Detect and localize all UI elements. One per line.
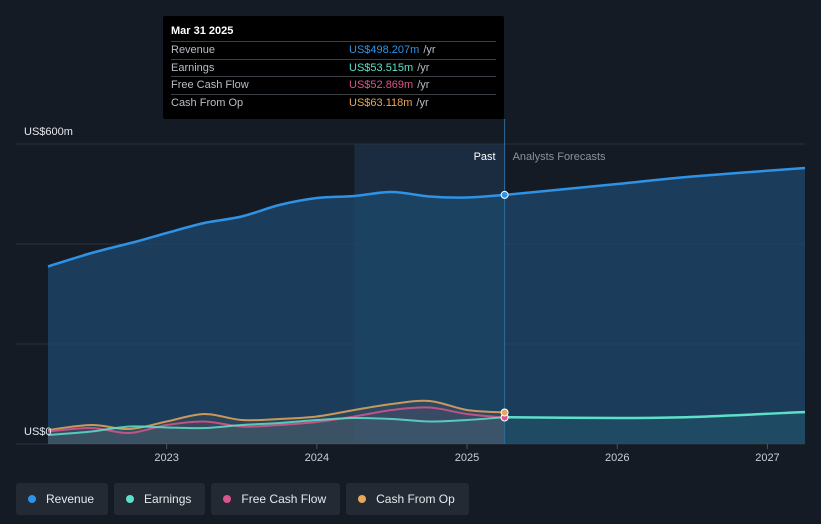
legend-item-revenue[interactable]: Revenue	[16, 483, 109, 515]
tooltip-row-unit: /yr	[416, 96, 429, 109]
revenue-forecast-line	[504, 166, 806, 197]
legend-label: Cash From Op	[376, 492, 455, 506]
tooltip-row-value: US$63.118m	[349, 96, 413, 109]
tooltip-row-free-cash-flow: Free Cash Flow US$52.869m /yr	[171, 76, 496, 94]
free-cash-flow-line	[47, 406, 505, 435]
x-tick-label: 2027	[755, 452, 779, 464]
tooltip-row-revenue: Revenue US$498.207m /yr	[171, 41, 496, 59]
revenue-dot-icon	[28, 495, 36, 503]
tooltip-row-name: Revenue	[171, 44, 216, 56]
tooltip-row-cash-from-op: Cash From Op US$63.118m /yr	[171, 93, 496, 112]
legend-label: Earnings	[144, 492, 192, 506]
past-label: Past	[474, 151, 496, 163]
y-axis-bottom-label: US$0	[24, 426, 52, 438]
tooltip-date: Mar 31 2025	[171, 25, 234, 37]
revenue-area	[48, 168, 805, 444]
y-axis-top-label: US$600m	[24, 126, 73, 138]
legend-item-earnings[interactable]: Earnings	[114, 483, 206, 515]
legend-label: Revenue	[46, 492, 95, 506]
x-tick-label: 2024	[305, 452, 329, 464]
tooltip-row-unit: /yr	[423, 44, 436, 56]
tooltip-row-name: Earnings	[171, 61, 215, 74]
revenue-marker	[500, 190, 509, 199]
x-tick-label: 2025	[455, 452, 479, 464]
tooltip-row-earnings: Earnings US$53.515m /yr	[171, 58, 496, 77]
earnings-area	[48, 412, 805, 444]
tooltip: Mar 31 2025 Revenue US$498.207m /yr Earn…	[163, 16, 504, 119]
earnings-forecast-line	[504, 410, 806, 420]
forecast-label: Analysts Forecasts	[513, 151, 606, 163]
legend: Revenue Earnings Free Cash Flow Cash Fro…	[16, 483, 469, 515]
earnings-dot-icon	[126, 495, 135, 503]
tooltip-row-value: US$498.207m	[349, 44, 420, 56]
legend-label: Free Cash Flow	[241, 492, 327, 506]
tooltip-row-name: Free Cash Flow	[171, 79, 249, 91]
legend-item-free-cash-flow[interactable]: Free Cash Flow	[211, 483, 341, 515]
earnings-line	[47, 416, 505, 436]
tooltip-row-value: US$53.515m	[349, 61, 414, 74]
cash-from-op-marker	[500, 408, 509, 417]
x-tick-label: 2026	[605, 452, 629, 464]
cash-from-op-line	[47, 399, 505, 431]
cash-from-op-dot-icon	[358, 495, 367, 503]
tooltip-row-unit: /yr	[417, 61, 430, 74]
x-tick-label: 2023	[154, 452, 178, 464]
legend-item-cash-from-op[interactable]: Cash From Op	[346, 483, 469, 515]
revenue-line	[47, 190, 505, 268]
free-cash-flow-dot-icon	[223, 495, 232, 503]
tooltip-row-unit: /yr	[417, 79, 430, 91]
tooltip-row-value: US$52.869m	[349, 79, 414, 91]
tooltip-row-name: Cash From Op	[171, 96, 244, 109]
